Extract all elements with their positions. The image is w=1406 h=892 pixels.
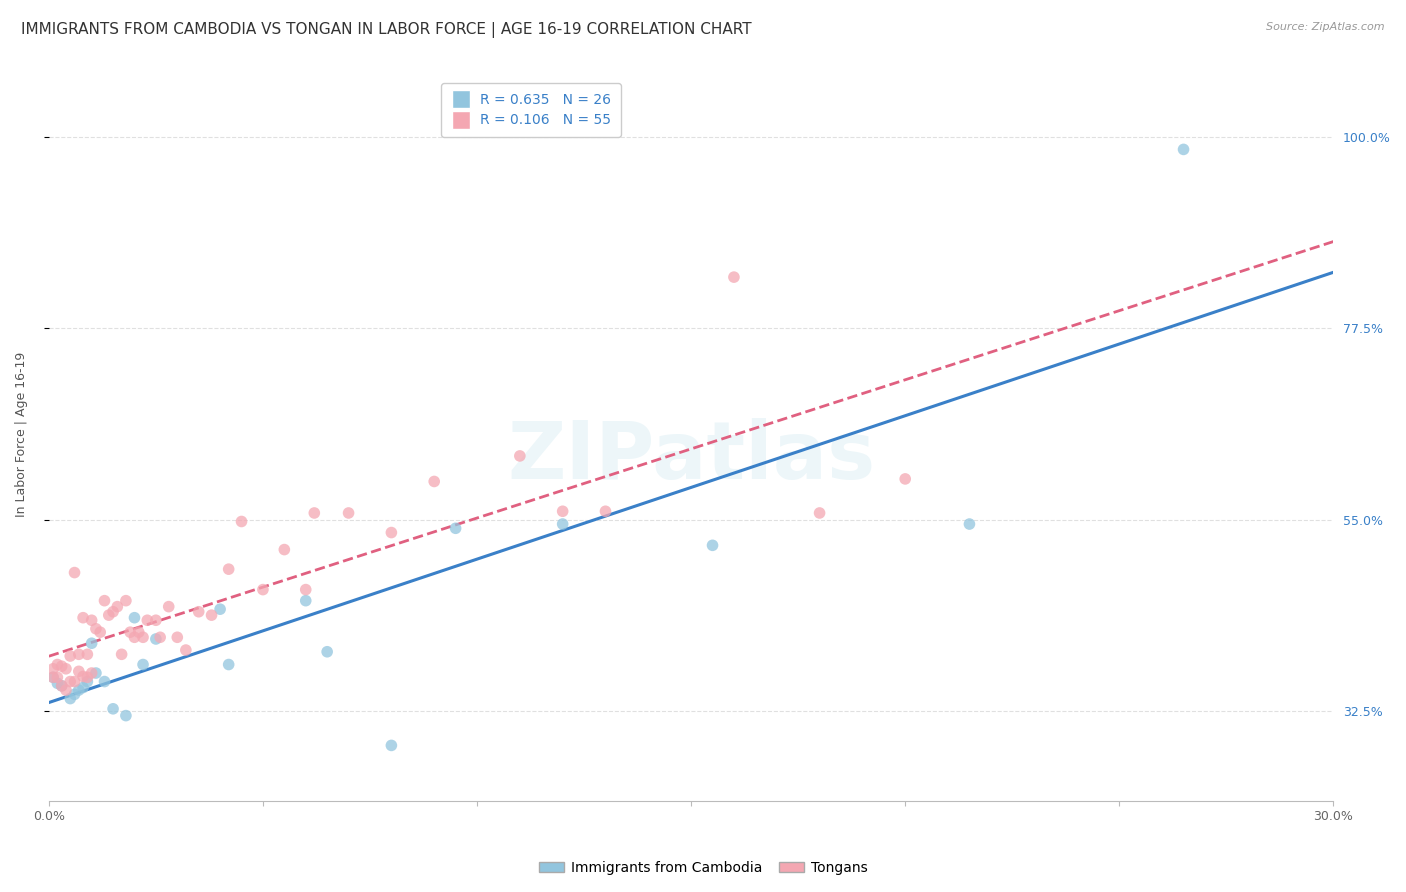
Point (84, 622, 107, 636)
Point (124, 610, 146, 624)
Point (42, 670, 65, 684)
Point (51, 679, 73, 693)
Point (59, 674, 82, 689)
Point (93, 593, 115, 607)
Point (63, 674, 86, 689)
Point (304, 506, 326, 520)
Point (67, 683, 90, 698)
Point (63, 687, 86, 701)
Point (145, 613, 167, 627)
Point (209, 602, 232, 616)
Point (42, 670, 65, 684)
Point (702, 538, 724, 552)
Point (46, 657, 69, 672)
Point (76, 648, 98, 662)
Text: IMMIGRANTS FROM CAMBODIA VS TONGAN IN LABOR FORCE | AGE 16-19 CORRELATION CHART: IMMIGRANTS FROM CAMBODIA VS TONGAN IN LA… (21, 22, 752, 38)
Legend: Immigrants from Cambodia, Tongans: Immigrants from Cambodia, Tongans (533, 855, 873, 880)
Point (509, 449, 531, 463)
Point (959, 516, 981, 531)
Point (149, 630, 172, 644)
Point (231, 515, 253, 529)
Point (132, 630, 155, 644)
Point (120, 625, 142, 640)
Point (105, 599, 128, 614)
Point (72, 681, 94, 695)
Point (80, 666, 103, 681)
Point (59, 691, 82, 706)
Point (80, 613, 103, 627)
Text: Source: ZipAtlas.com: Source: ZipAtlas.com (1267, 22, 1385, 32)
Point (252, 582, 274, 597)
Point (115, 708, 138, 723)
Point (132, 657, 155, 672)
Point (84, 666, 107, 681)
Legend: R = 0.635   N = 26, R = 0.106   N = 55: R = 0.635 N = 26, R = 0.106 N = 55 (441, 83, 621, 137)
Y-axis label: In Labor Force | Age 16-19: In Labor Force | Age 16-19 (15, 352, 28, 517)
Point (97, 608, 120, 623)
Point (551, 504, 574, 518)
Point (595, 504, 617, 518)
Point (157, 599, 180, 614)
Point (294, 593, 316, 607)
Point (723, 270, 745, 285)
Point (67, 665, 90, 679)
Text: ZIPatlas: ZIPatlas (508, 417, 876, 496)
Point (166, 630, 188, 644)
Point (76, 674, 98, 689)
Point (1173, 142, 1195, 156)
Point (894, 472, 917, 486)
Point (128, 625, 150, 640)
Point (51, 679, 73, 693)
Point (124, 630, 146, 644)
Point (316, 645, 339, 659)
Point (187, 605, 209, 619)
Point (551, 516, 574, 531)
Point (218, 562, 240, 576)
Point (115, 593, 138, 607)
Point (200, 608, 222, 623)
Point (136, 613, 159, 627)
Point (42, 662, 65, 676)
Point (808, 506, 831, 520)
Point (80, 636, 103, 650)
Point (174, 643, 197, 657)
Point (51, 659, 73, 673)
Point (55, 662, 77, 676)
Point (76, 670, 98, 684)
Point (423, 475, 446, 489)
Point (337, 506, 360, 520)
Point (46, 676, 69, 690)
Point (380, 525, 402, 540)
Point (273, 542, 295, 557)
Point (101, 605, 124, 619)
Point (67, 648, 90, 662)
Point (59, 648, 82, 663)
Point (218, 657, 240, 672)
Point (72, 669, 94, 683)
Point (55, 683, 77, 698)
Point (46, 670, 69, 684)
Point (111, 648, 134, 662)
Point (89, 625, 111, 640)
Point (145, 632, 167, 646)
Point (72, 610, 94, 624)
Point (63, 566, 86, 580)
Point (101, 702, 124, 716)
Point (294, 582, 316, 597)
Point (93, 674, 115, 689)
Point (444, 521, 467, 535)
Point (380, 739, 402, 753)
